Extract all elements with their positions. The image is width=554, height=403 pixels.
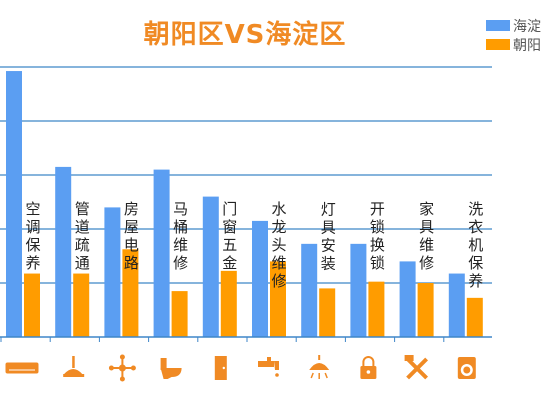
category-label: 水龙头维修 xyxy=(271,200,286,290)
circuit-icon xyxy=(108,354,136,382)
legend-label-haidian: 海淀 xyxy=(513,18,541,35)
bar-海淀-4 xyxy=(202,196,219,337)
bar-海淀-5 xyxy=(252,220,268,337)
bar-朝阳-8 xyxy=(417,283,434,337)
legend-item-haidian: 海淀 xyxy=(486,16,541,35)
bar-朝阳-3 xyxy=(171,291,188,337)
category-label: 门窗五金 xyxy=(222,200,237,272)
legend: 海淀 朝阳 xyxy=(486,16,541,54)
legend-label-chaoyang: 朝阳 xyxy=(513,37,541,54)
lock-icon xyxy=(360,356,377,379)
category-label: 房屋电路 xyxy=(124,200,139,272)
air-conditioner-icon xyxy=(5,362,39,374)
legend-swatch-chaoyang xyxy=(486,39,510,50)
category-label: 空调保养 xyxy=(25,200,40,272)
toilet-icon xyxy=(160,358,182,379)
bar-朝阳-6 xyxy=(319,288,336,337)
bar-海淀-0 xyxy=(6,71,22,338)
legend-item-chaoyang: 朝阳 xyxy=(486,35,541,54)
bar-朝阳-9 xyxy=(466,297,483,337)
category-label: 洗衣机保养 xyxy=(468,200,483,290)
bar-海淀-6 xyxy=(301,243,318,337)
category-label: 马桶维修 xyxy=(173,200,188,272)
category-label: 开锁换锁 xyxy=(370,200,385,272)
bar-朝阳-0 xyxy=(24,273,40,337)
legend-swatch-haidian xyxy=(486,20,510,31)
bar-朝阳-1 xyxy=(73,273,90,337)
door-icon xyxy=(214,356,227,380)
bar-海淀-1 xyxy=(55,166,72,337)
category-label: 家具维修 xyxy=(419,200,434,272)
faucet-icon xyxy=(258,357,279,377)
tools-icon xyxy=(404,355,429,380)
lamp-icon xyxy=(309,355,330,379)
bar-海淀-7 xyxy=(350,243,367,337)
bar-海淀-2 xyxy=(104,207,121,337)
bar-海淀-8 xyxy=(399,261,416,337)
bar-朝阳-7 xyxy=(368,281,385,337)
bar-海淀-3 xyxy=(153,169,170,337)
category-label: 管道疏通 xyxy=(75,200,90,272)
bar-朝阳-5 xyxy=(270,261,286,337)
chart-title: 朝阳区VS海淀区 xyxy=(143,20,347,50)
bar-海淀-9 xyxy=(448,273,465,337)
washing-machine-icon xyxy=(457,357,476,379)
plunger-icon xyxy=(63,356,85,377)
bar-朝阳-4 xyxy=(220,270,237,337)
category-label: 灯具安装 xyxy=(321,200,336,272)
bar-朝阳-2 xyxy=(122,249,139,337)
